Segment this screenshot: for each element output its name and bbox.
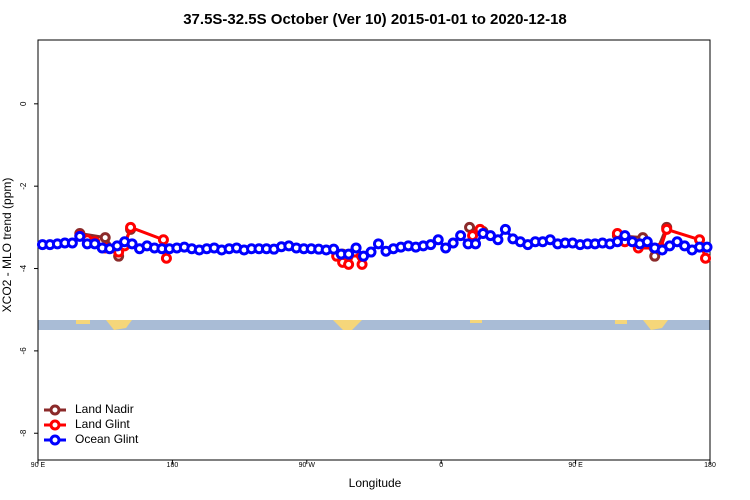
chart-title: 37.5S-32.5S October (Ver 10) 2015-01-01 …	[183, 11, 567, 28]
x-tick-label: 0	[439, 462, 443, 469]
data-point	[611, 236, 623, 248]
data-point	[661, 223, 673, 235]
data-point	[350, 242, 362, 254]
data-point	[343, 258, 355, 270]
data-point	[365, 246, 377, 258]
data-point	[126, 238, 138, 250]
x-tick-label: 90 E	[31, 462, 46, 469]
data-point	[641, 236, 653, 248]
data-point	[372, 238, 384, 250]
y-tick-label: -2	[19, 182, 28, 190]
y-tick-label: -8	[19, 429, 28, 437]
x-tick-label: 180	[167, 462, 179, 469]
data-point	[455, 230, 467, 242]
data-point	[99, 232, 111, 244]
x-tick-label: 90 E	[568, 462, 583, 469]
data-point	[700, 252, 712, 264]
data-point	[66, 237, 78, 249]
legend-marker	[49, 434, 61, 446]
data-point	[343, 248, 355, 260]
data-point	[74, 230, 86, 242]
legend-marker	[49, 404, 61, 416]
data-point	[125, 221, 137, 233]
data-point	[447, 237, 459, 249]
data-point	[328, 243, 340, 255]
legend-label: Land Glint	[75, 417, 130, 431]
legend-label: Land Nadir	[75, 402, 134, 416]
data-point	[160, 252, 172, 264]
y-tick-label: -4	[19, 264, 28, 272]
data-point	[701, 241, 713, 253]
map-strip	[38, 320, 710, 330]
data-point	[356, 258, 368, 270]
y-tick-label: 0	[19, 101, 28, 106]
data-point	[425, 239, 437, 251]
data-point	[470, 238, 482, 250]
data-point	[619, 230, 631, 242]
data-point	[157, 234, 169, 246]
legend-marker	[49, 419, 61, 431]
x-axis-label: Longitude	[349, 476, 402, 490]
x-tick-label: 90 W	[299, 462, 316, 469]
data-point	[499, 223, 511, 235]
y-tick-label: -6	[19, 347, 28, 355]
x-tick-label: 180	[704, 462, 716, 469]
data-point	[492, 234, 504, 246]
data-point	[432, 234, 444, 246]
y-axis-label: XCO2 - MLO trend (ppm)	[0, 178, 14, 313]
data-point	[440, 242, 452, 254]
legend-label: Ocean Glint	[75, 432, 139, 446]
